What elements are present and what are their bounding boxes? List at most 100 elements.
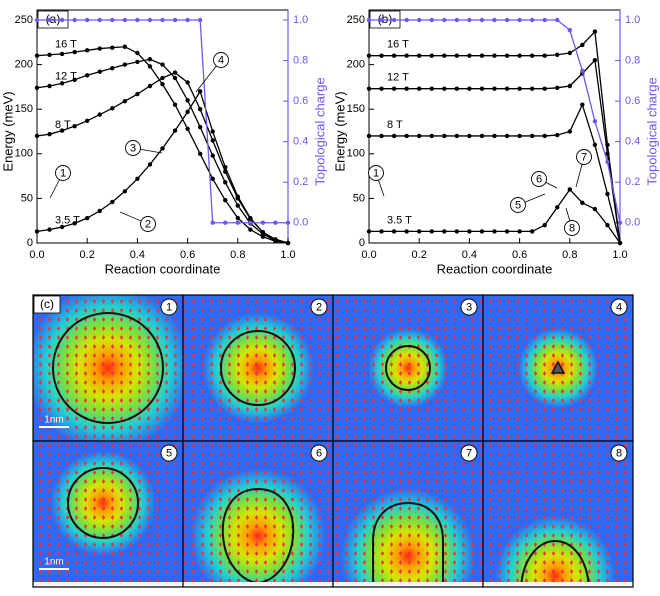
data-point [417,86,422,91]
frame-number: 7 [466,447,472,459]
frame-number: 3 [466,301,472,313]
edge-strip [183,582,333,587]
frame-number-circle [310,298,328,316]
data-point [542,133,547,139]
data-point [34,133,40,139]
data-point [417,229,422,234]
data-point [542,86,547,91]
data-point [260,220,266,225]
x-tick-label: 0.4 [462,249,477,261]
data-point [97,17,102,23]
y2-tick-label: 0.2 [293,176,308,188]
y2-tick-label: 0.6 [625,95,640,107]
data-point [417,133,422,139]
annotation-circle [564,220,580,236]
x-tick-label: 0.2 [412,249,427,261]
x-tick-label: 0.2 [80,249,95,261]
data-point [555,52,560,57]
data-point [172,70,178,75]
y2-axis-label: Topological charge [312,77,327,185]
data-point [210,129,215,134]
data-point [442,53,447,58]
data-point [210,153,215,158]
annotation: 5 [515,199,521,211]
data-point [135,17,140,23]
data-point [529,133,535,139]
data-point [122,44,128,49]
data-point [34,17,40,23]
y2-tick-label: 0.8 [293,54,308,66]
data-point [567,50,572,56]
frame-number-circle [610,298,628,316]
y-tick-label: 200 [347,59,365,71]
data-point [479,86,485,91]
series-label: 3.5 T [55,214,80,226]
data-point [85,118,90,123]
data-point [248,220,253,225]
data-point [97,112,102,117]
data-point [172,128,178,133]
data-point [467,133,472,139]
data-point [110,45,115,50]
y-tick-label: 250 [347,14,365,26]
x-tick-label: 1.0 [612,249,627,261]
data-point [555,205,560,210]
series-label: 3.5 T [387,214,412,226]
series-label: 12 T [387,72,409,84]
data-point [479,53,485,58]
data-point [567,83,572,89]
data-point [235,194,240,199]
data-point [379,17,384,23]
data-point [467,17,472,23]
data-point [47,227,52,232]
data-point [442,86,447,91]
data-point [580,102,585,107]
data-point [492,17,497,23]
data-point [504,86,510,91]
y-tick-label: 50 [353,192,365,204]
data-point [366,17,372,23]
annotation: 2 [145,218,151,230]
annotation-circle [125,140,141,156]
skyrmion-boundary [385,345,431,391]
data-point [479,229,485,234]
data-point [580,200,585,206]
frame-number: 4 [616,301,622,313]
x-tick-label: 1.0 [280,249,295,261]
y-tick-label: 50 [21,192,33,204]
edge-strip [33,582,183,587]
data-point [492,229,497,234]
data-point [122,98,128,104]
skyrmion-boundary [67,467,139,539]
data-point [517,133,522,139]
skyrmion-boundary [372,501,444,587]
data-point [580,42,585,48]
data-point [492,53,497,58]
data-point [223,220,228,225]
data-point [147,162,153,167]
data-point [135,91,140,97]
data-point [555,132,560,138]
data-point [59,17,65,23]
data-point [592,142,598,148]
data-point [567,27,572,33]
data-point [605,222,610,228]
data-point [160,62,165,67]
data-point [185,17,190,23]
x-axis-label: Reaction coordinate [437,261,553,276]
frame-number: 2 [316,301,322,313]
series-label: 8 T [387,119,403,131]
data-point [366,86,372,91]
frame-number: 6 [316,447,322,459]
x-tick-label: 0.0 [361,249,376,261]
edge-strip [483,582,633,587]
data-point [404,53,409,58]
y2-axis-label: Topological charge [644,77,659,185]
skyrmion-boundary [520,539,590,588]
data-point [160,82,165,87]
data-point [235,220,240,225]
data-point [34,229,40,234]
y-tick-label: 200 [15,59,33,71]
data-point [391,86,397,91]
